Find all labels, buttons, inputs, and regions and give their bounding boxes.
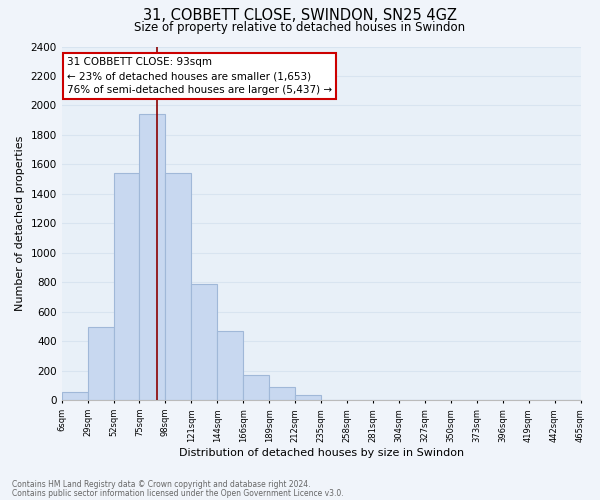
Text: Contains HM Land Registry data © Crown copyright and database right 2024.: Contains HM Land Registry data © Crown c…: [12, 480, 311, 489]
Text: Contains public sector information licensed under the Open Government Licence v3: Contains public sector information licen…: [12, 488, 344, 498]
Bar: [243, 374, 269, 400]
Bar: [62, 392, 88, 400]
Bar: [295, 395, 321, 400]
Bar: [166, 174, 191, 400]
Bar: [88, 326, 113, 400]
Bar: [191, 284, 217, 401]
Bar: [113, 174, 139, 400]
Text: 31 COBBETT CLOSE: 93sqm
← 23% of detached houses are smaller (1,653)
76% of semi: 31 COBBETT CLOSE: 93sqm ← 23% of detache…: [67, 57, 332, 95]
X-axis label: Distribution of detached houses by size in Swindon: Distribution of detached houses by size …: [179, 448, 464, 458]
Text: 31, COBBETT CLOSE, SWINDON, SN25 4GZ: 31, COBBETT CLOSE, SWINDON, SN25 4GZ: [143, 8, 457, 22]
Bar: [139, 114, 166, 401]
Y-axis label: Number of detached properties: Number of detached properties: [15, 136, 25, 311]
Bar: [269, 387, 295, 400]
Bar: [217, 331, 243, 400]
Text: Size of property relative to detached houses in Swindon: Size of property relative to detached ho…: [134, 21, 466, 34]
